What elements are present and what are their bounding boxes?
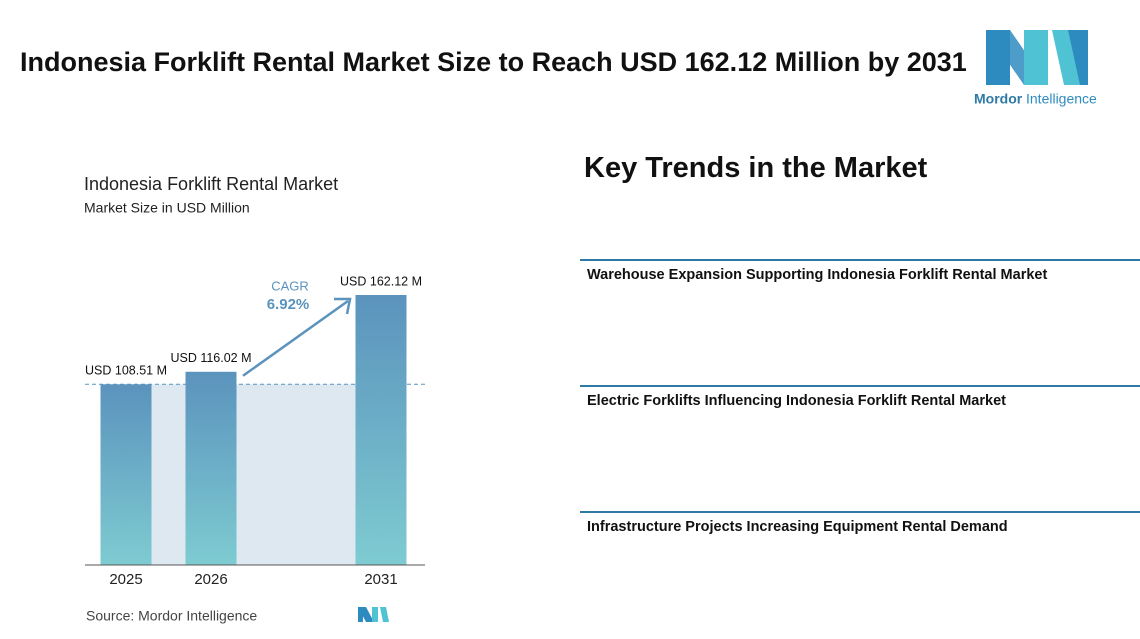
chart-title: Indonesia Forklift Rental Market — [84, 174, 338, 194]
bar — [355, 295, 407, 565]
trend-item: Infrastructure Projects Increasing Equip… — [580, 511, 1140, 535]
trends-title: Key Trends in the Market — [584, 152, 928, 184]
small-logo — [358, 607, 389, 622]
x-tick-label: 2026 — [194, 571, 227, 588]
cagr-value: 6.92% — [267, 296, 310, 313]
source: Source: Mordor Intelligence — [86, 608, 257, 624]
value-label: USD 108.51 M — [85, 364, 167, 378]
value-label: USD 116.02 M — [170, 351, 251, 365]
cagr-label: CAGR — [271, 278, 309, 293]
bar — [185, 371, 237, 565]
logo: Mordor Intelligence — [974, 30, 1097, 107]
chart: Indonesia Forklift Rental Market Market … — [84, 174, 428, 624]
value-label: USD 162.12 M — [340, 274, 422, 288]
trend-item: Warehouse Expansion Supporting Indonesia… — [580, 259, 1140, 283]
trend-item: Electric Forklifts Influencing Indonesia… — [580, 385, 1140, 409]
x-tick-label: 2025 — [109, 571, 142, 588]
headline: Indonesia Forklift Rental Market Size to… — [20, 47, 967, 77]
x-tick-label: 2031 — [364, 571, 397, 588]
chart-subtitle: Market Size in USD Million — [84, 200, 250, 216]
cagr-arrowhead — [334, 297, 352, 315]
logo-brand: Mordor — [974, 91, 1023, 107]
logo-suffix: Intelligence — [1026, 91, 1097, 107]
bar — [100, 384, 152, 565]
cagr-arrow — [242, 299, 349, 377]
shaded-area — [151, 384, 356, 565]
